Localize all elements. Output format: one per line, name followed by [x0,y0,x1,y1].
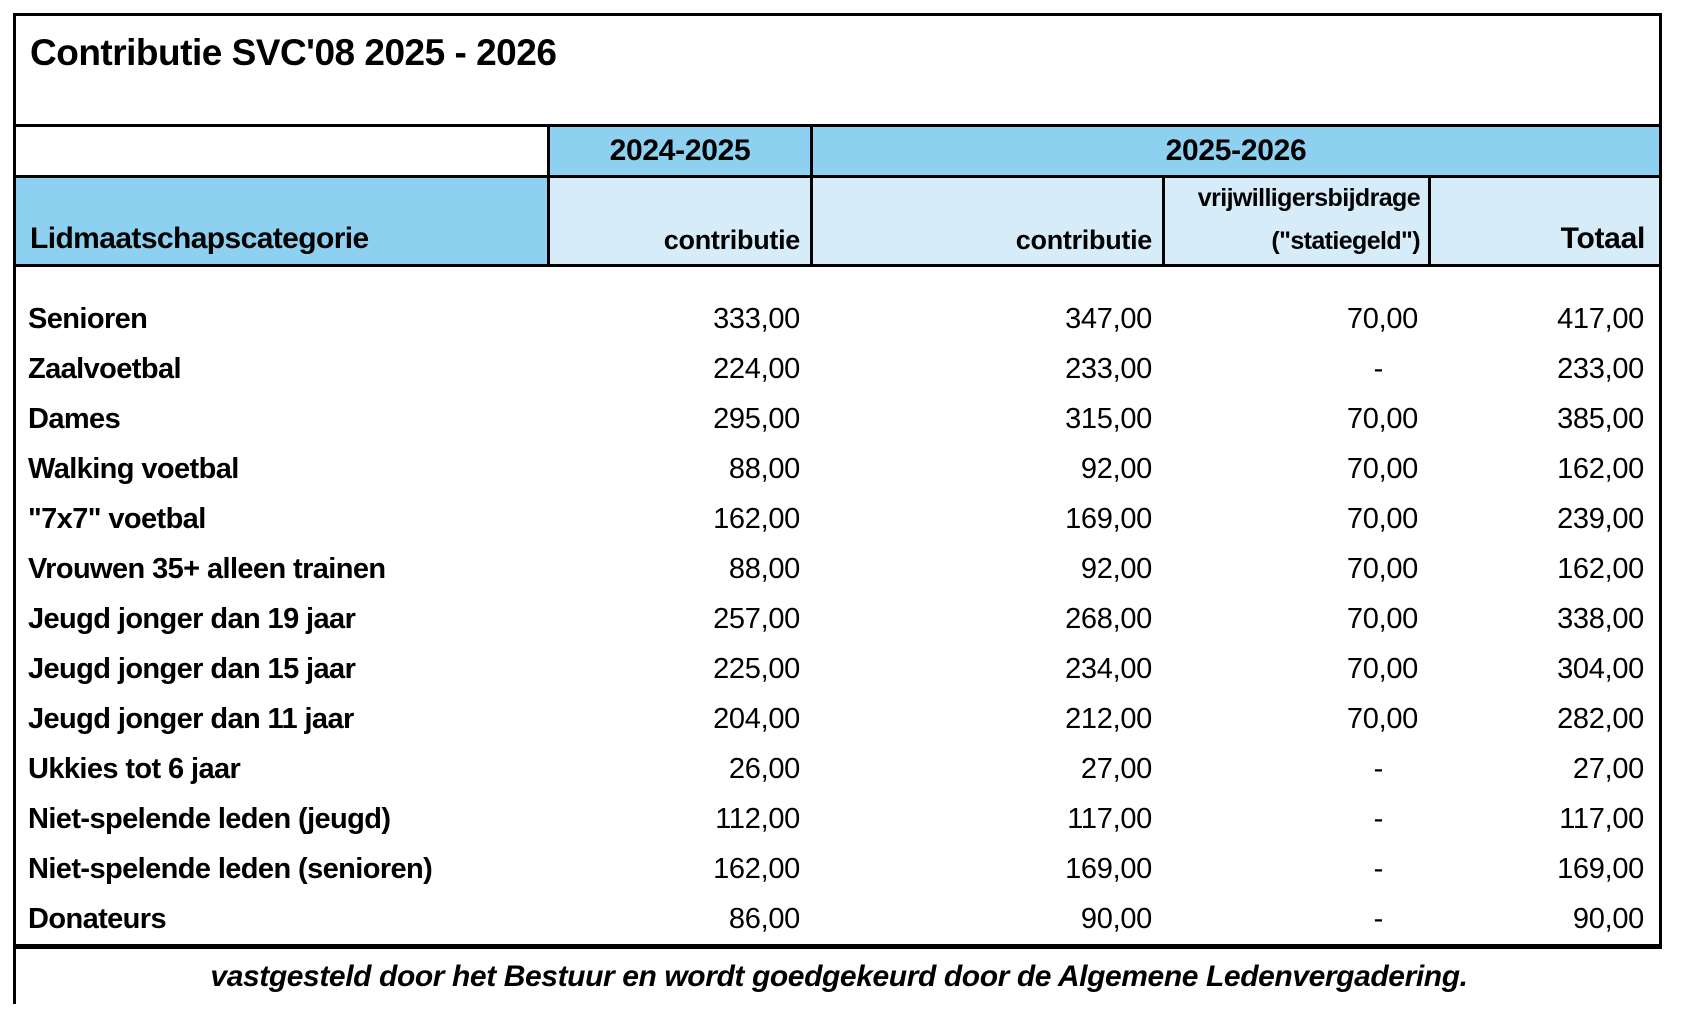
cell-totaal: 385,00 [1557,402,1644,435]
cell-contributie-2025-2026: 347,00 [1065,302,1152,335]
table-row: Jeugd jonger dan 15 jaar 225,00 234,00 70,0… [16,644,1659,694]
column-header-contributie-prev: contributie [550,178,813,264]
table-row: Zaalvoetbal 224,00 233,00 - 233,00 [16,344,1659,394]
column-header-totaal: Totaal [1431,178,1659,264]
cell-vrijwilligersbijdrage: - [1373,852,1384,885]
cell-contributie-2025-2026: 233,00 [1065,352,1152,385]
table-row: "7x7" voetbal 162,00 169,00 70,00 239,00 [16,494,1659,544]
cell-contributie-2025-2026: 268,00 [1065,602,1152,635]
season-header-2025-2026: 2025-2026 [813,127,1659,175]
column-header-contributie-next: contributie [813,178,1165,264]
cell-vrijwilligersbijdrage: - [1373,902,1384,935]
cell-contributie-2025-2026: 117,00 [1067,802,1152,835]
column-header-vrijwilligersbijdrage: vrijwilligersbijdrage ("statiegeld") [1165,178,1431,264]
cell-contributie-2025-2026: 315,00 [1065,402,1152,435]
table-row: Niet-spelende leden (jeugd) 112,00 117,00 -… [16,794,1659,844]
cell-vrijwilligersbijdrage: 70,00 [1346,402,1418,435]
cell-totaal: 162,00 [1557,452,1644,485]
cell-totaal: 304,00 [1557,652,1644,685]
row-category-label: Donateurs [28,902,167,935]
table-row: Ukkies tot 6 jaar 26,00 27,00 - 27,00 [16,744,1659,794]
row-category-label: Jeugd jonger dan 11 jaar [28,702,354,735]
blank-header-cell [16,127,550,175]
cell-totaal: 90,00 [1572,902,1644,935]
footer-note: vastgesteld door het Bestuur en wordt go… [13,949,1662,1004]
cell-totaal: 162,00 [1557,552,1644,585]
cell-contributie-2024-2025: 162,00 [713,852,800,885]
cell-totaal: 338,00 [1557,602,1644,635]
table-row: Vrouwen 35+ alleen trainen 88,00 92,00 70,0… [16,544,1659,594]
cell-vrijwilligersbijdrage: - [1373,802,1384,835]
cell-contributie-2025-2026: 169,00 [1065,502,1152,535]
cell-contributie-2024-2025: 295,00 [713,402,800,435]
row-category-label: Walking voetbal [28,452,239,485]
cell-contributie-2025-2026: 92,00 [1080,552,1152,585]
cell-vrijwilligersbijdrage: - [1373,352,1384,385]
cell-vrijwilligersbijdrage: 70,00 [1346,552,1418,585]
contribution-table: Contributie SVC'08 2025 - 2026 2024-2025… [13,13,1662,949]
row-category-label: Niet-spelende leden (jeugd) [28,802,391,835]
season-header-2024-2025: 2024-2025 [550,127,813,175]
cell-totaal: 169,00 [1557,852,1644,885]
column-header-row: Lidmaatschapscategorie contributie contr… [16,178,1659,267]
cell-contributie-2024-2025: 112,00 [715,802,800,835]
table-row: Jeugd jonger dan 19 jaar 257,00 268,00 70,0… [16,594,1659,644]
vrijwilligersbijdrage-line1: vrijwilligersbijdrage [1197,184,1421,212]
cell-vrijwilligersbijdrage: - [1373,752,1384,785]
table-row: Walking voetbal 88,00 92,00 70,00 162,00 [16,444,1659,494]
row-category-label: Dames [28,402,121,435]
cell-totaal: 239,00 [1557,502,1644,535]
table-row: Donateurs 86,00 90,00 - 90,00 [16,894,1659,944]
row-category-label: Jeugd jonger dan 15 jaar [28,652,356,685]
vrijwilligersbijdrage-line2: ("statiegeld") [1271,227,1420,255]
cell-contributie-2024-2025: 26,00 [728,752,800,785]
cell-contributie-2024-2025: 204,00 [713,702,800,735]
row-category-label: "7x7" voetbal [28,502,206,535]
cell-vrijwilligersbijdrage: 70,00 [1346,502,1418,535]
cell-contributie-2024-2025: 225,00 [713,652,800,685]
cell-totaal: 27,00 [1572,752,1644,785]
page-title: Contributie SVC'08 2025 - 2026 [16,16,1659,127]
cell-vrijwilligersbijdrage: 70,00 [1346,652,1418,685]
cell-contributie-2024-2025: 88,00 [728,452,800,485]
cell-contributie-2025-2026: 212,00 [1065,702,1152,735]
cell-totaal: 233,00 [1557,352,1644,385]
cell-vrijwilligersbijdrage: 70,00 [1346,302,1418,335]
table-body: Senioren 333,00 347,00 70,00 417,00 Zaalvoetb… [16,294,1659,944]
row-category-label: Zaalvoetbal [28,352,182,385]
table-row: Dames 295,00 315,00 70,00 385,00 [16,394,1659,444]
cell-contributie-2024-2025: 224,00 [713,352,800,385]
empty-spacer-row [16,267,1659,294]
cell-vrijwilligersbijdrage: 70,00 [1346,452,1418,485]
column-header-category: Lidmaatschapscategorie [16,178,550,264]
table-row: Jeugd jonger dan 11 jaar 204,00 212,00 70,0… [16,694,1659,744]
row-category-label: Jeugd jonger dan 19 jaar [28,602,356,635]
cell-contributie-2024-2025: 333,00 [713,302,800,335]
cell-contributie-2024-2025: 86,00 [728,902,800,935]
cell-totaal: 417,00 [1557,302,1644,335]
cell-contributie-2025-2026: 27,00 [1080,752,1152,785]
cell-vrijwilligersbijdrage: 70,00 [1346,602,1418,635]
table-row: Senioren 333,00 347,00 70,00 417,00 [16,294,1659,344]
row-category-label: Niet-spelende leden (senioren) [28,852,433,885]
cell-contributie-2025-2026: 90,00 [1080,902,1152,935]
cell-contributie-2024-2025: 257,00 [713,602,800,635]
table-row: Niet-spelende leden (senioren) 162,00 169,… [16,844,1659,894]
cell-totaal: 117,00 [1559,802,1644,835]
season-header-row: 2024-2025 2025-2026 [16,127,1659,178]
cell-contributie-2025-2026: 92,00 [1080,452,1152,485]
cell-contributie-2024-2025: 88,00 [728,552,800,585]
cell-totaal: 282,00 [1557,702,1644,735]
cell-vrijwilligersbijdrage: 70,00 [1346,702,1418,735]
row-category-label: Ukkies tot 6 jaar [28,752,241,785]
cell-contributie-2025-2026: 234,00 [1065,652,1152,685]
row-category-label: Vrouwen 35+ alleen trainen [28,552,386,585]
cell-contributie-2024-2025: 162,00 [713,502,800,535]
cell-contributie-2025-2026: 169,00 [1065,852,1152,885]
row-category-label: Senioren [28,302,148,335]
